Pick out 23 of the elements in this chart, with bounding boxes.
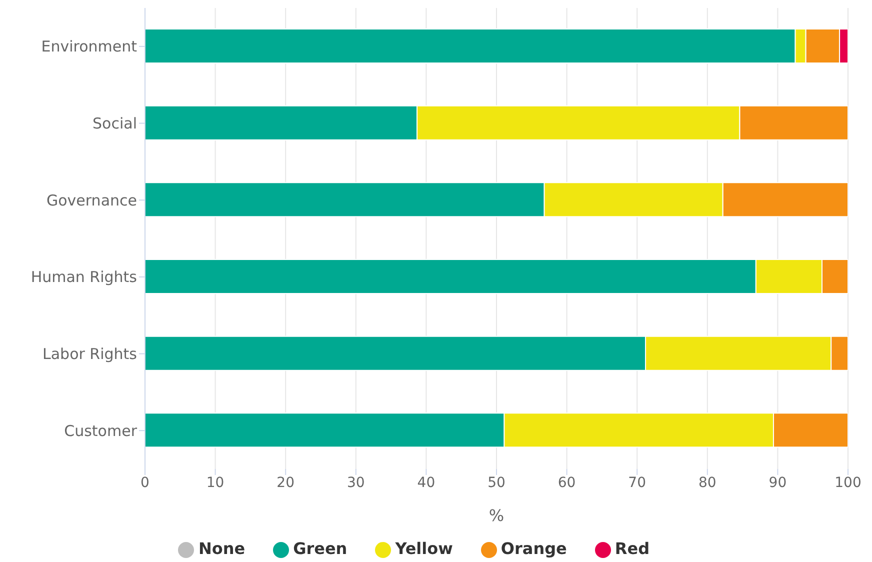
legend-label: Orange bbox=[500, 539, 567, 558]
x-tick-label: 50 bbox=[488, 474, 506, 491]
x-tick-label: 100 bbox=[834, 474, 862, 491]
y-tick-label: Environment bbox=[41, 38, 138, 56]
legend-label: Yellow bbox=[395, 539, 453, 558]
legend-label: None bbox=[198, 539, 246, 558]
y-tick-label: Governance bbox=[46, 191, 137, 210]
x-tick-label: 30 bbox=[346, 474, 365, 491]
x-tick-label: 90 bbox=[768, 474, 787, 491]
y-tick-label: Human Rights bbox=[30, 268, 138, 286]
legend-label: Green bbox=[293, 539, 348, 558]
x-tick-label: 70 bbox=[628, 474, 646, 491]
x-tick-label: 80 bbox=[698, 474, 716, 491]
x-tick-label: 10 bbox=[206, 474, 224, 491]
x-tick-label: 40 bbox=[417, 474, 436, 491]
x-tick-label: 20 bbox=[276, 474, 295, 491]
y-tick-label: Customer bbox=[64, 422, 138, 440]
y-tick-label: Social bbox=[92, 114, 137, 133]
x-axis-title: % bbox=[488, 506, 504, 525]
legend-label: Red bbox=[614, 539, 650, 558]
y-tick-label: Labor Rights bbox=[42, 345, 138, 364]
x-tick-label: 60 bbox=[558, 474, 576, 491]
x-tick-label: 0 bbox=[140, 474, 150, 491]
